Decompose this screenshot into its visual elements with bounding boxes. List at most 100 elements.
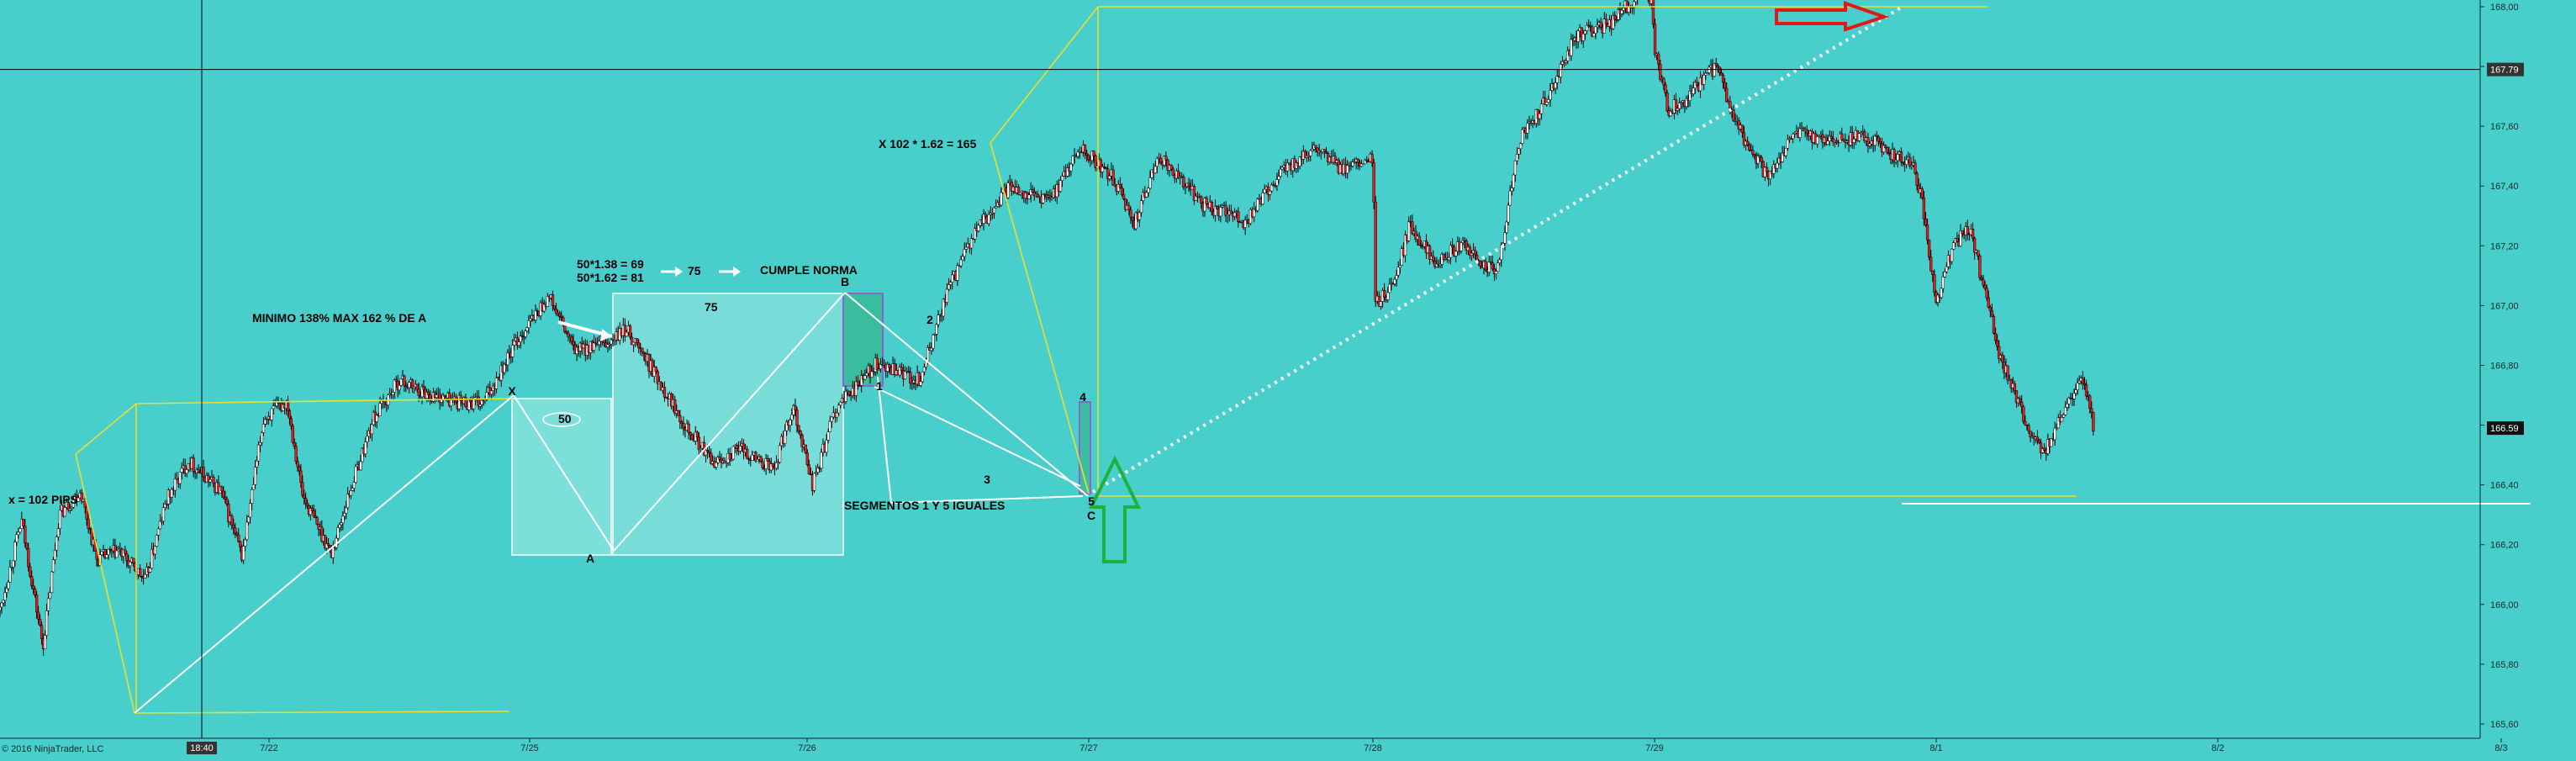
candle-body [1850, 132, 1854, 143]
candle-body [232, 525, 235, 528]
fibonacci-line[interactable] [990, 6, 1099, 144]
fibonacci-line[interactable] [135, 398, 514, 404]
candle-body [115, 550, 119, 558]
annotation-label[interactable]: x = 102 PIPS [8, 493, 78, 506]
annotation-label[interactable]: 2 [926, 313, 933, 326]
ellipse-marker[interactable] [542, 412, 581, 427]
candle-body [1069, 163, 1073, 172]
candle-body [1925, 225, 1929, 240]
candle-body [27, 548, 30, 568]
candle-body [1460, 242, 1463, 251]
candle-body [1403, 235, 1407, 256]
candle-body [1252, 209, 1256, 218]
candle-body [921, 371, 924, 383]
green-up-arrow-icon[interactable] [1088, 455, 1142, 563]
candle-body [1615, 18, 1618, 21]
candle-body [907, 371, 911, 373]
candle-body [1066, 167, 1069, 177]
candle-body [1134, 212, 1138, 230]
candle-body [53, 550, 57, 560]
candle-body [1503, 232, 1507, 244]
candle-body [5, 588, 8, 593]
candle-body [778, 445, 782, 462]
candle-body [1129, 209, 1132, 218]
fibonacci-line[interactable] [75, 453, 135, 714]
candle-body [359, 461, 362, 471]
candle-body [1915, 172, 1919, 186]
annotation-label[interactable]: 50 [558, 412, 572, 425]
annotation-label[interactable]: 75 [688, 264, 701, 277]
candle-body [506, 352, 509, 366]
annotation-label[interactable]: 50*1.38 = 69 [577, 257, 644, 271]
candle-body [1545, 102, 1549, 105]
candle-body [38, 619, 42, 626]
red-right-arrow-icon[interactable] [1775, 1, 1890, 32]
candle-body [410, 379, 414, 388]
candle-body [34, 589, 37, 595]
candle-body [856, 381, 860, 386]
annotation-label[interactable]: 50*1.62 = 81 [577, 271, 644, 284]
fib-box-50[interactable] [511, 398, 612, 556]
candle-body [148, 568, 152, 573]
candle-body [1791, 133, 1795, 140]
candle-body [160, 521, 164, 523]
candle-body [1386, 292, 1390, 300]
candle-body [1219, 207, 1222, 217]
fibonacci-line[interactable] [75, 403, 137, 455]
fibonacci-line[interactable] [990, 142, 1090, 494]
candle-body [870, 371, 874, 378]
candle-body [161, 507, 166, 522]
candle-body [207, 475, 210, 483]
wave-line[interactable] [877, 376, 892, 504]
candle-body [860, 375, 863, 386]
candle-body [273, 405, 277, 407]
candle-body [1931, 270, 1935, 275]
annotation-label[interactable]: 1 [876, 379, 883, 393]
candle-body [680, 421, 684, 424]
candle-body [1484, 261, 1487, 271]
candle-body [837, 404, 841, 414]
annotation-label[interactable]: X 102 * 1.62 = 165 [879, 137, 977, 151]
annotation-label[interactable]: C [1087, 509, 1095, 522]
candle-body [1032, 192, 1036, 196]
wave-line[interactable] [874, 386, 1081, 487]
candle-body [1716, 65, 1719, 68]
dotted-projection-line[interactable] [1091, 5, 1904, 494]
annotation-label[interactable]: X [508, 384, 516, 398]
candle-body [1159, 157, 1163, 163]
annotation-label[interactable]: 3 [984, 473, 990, 486]
wave-line[interactable] [513, 394, 615, 552]
candle-body [1171, 168, 1175, 176]
candle-body [1316, 147, 1319, 153]
annotation-label[interactable]: B [841, 275, 849, 288]
annotation-label[interactable]: A [586, 552, 594, 565]
annotation-label[interactable]: MINIMO 138% MAX 162 % DE A [252, 311, 426, 325]
candle-body [50, 571, 54, 594]
annotation-label[interactable]: 75 [705, 300, 718, 314]
wave-line[interactable] [134, 394, 515, 714]
wave-line[interactable] [844, 292, 1089, 497]
wave-line[interactable] [613, 292, 846, 552]
candle-body [85, 507, 88, 520]
annotation-label[interactable]: 5 [1088, 494, 1095, 508]
candle-body [1899, 151, 1903, 162]
fibonacci-line[interactable] [134, 711, 510, 714]
candle-body [1677, 103, 1681, 109]
annotation-label[interactable]: SEGMENTOS 1 Y 5 IGUALES [844, 499, 1005, 512]
candle-body [1583, 30, 1587, 34]
candle-body [1442, 254, 1445, 260]
candle-body [459, 394, 462, 401]
candle-body [1417, 235, 1421, 246]
candle-body [690, 434, 694, 441]
price-tick-label: 165,60 [2490, 720, 2519, 730]
candle-body [630, 336, 634, 346]
candle-body [235, 532, 239, 536]
wave-line[interactable] [890, 495, 1084, 504]
candle-body [984, 214, 987, 217]
annotation-label[interactable]: 4 [1079, 390, 1086, 404]
candle-body [1513, 160, 1518, 176]
annotation-label[interactable]: CUMPLE NORMA [760, 263, 858, 277]
candle-body [1036, 193, 1040, 198]
